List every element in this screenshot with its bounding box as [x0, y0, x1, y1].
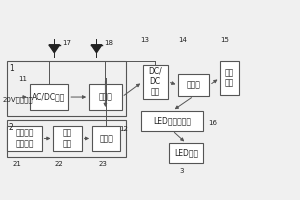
Text: 16: 16 — [208, 120, 217, 126]
Text: 20V交流市电: 20V交流市电 — [3, 97, 34, 103]
FancyBboxPatch shape — [30, 84, 68, 110]
FancyBboxPatch shape — [178, 74, 209, 96]
Text: 22: 22 — [54, 161, 63, 167]
Text: 15: 15 — [220, 37, 229, 43]
FancyBboxPatch shape — [142, 64, 168, 99]
Text: AC/DC模块: AC/DC模块 — [32, 93, 66, 102]
Text: 13: 13 — [140, 37, 149, 43]
Text: 隔电器: 隔电器 — [98, 93, 112, 102]
Text: 半导体温
差发电片: 半导体温 差发电片 — [15, 129, 34, 148]
Text: 单片机: 单片机 — [187, 81, 201, 90]
FancyBboxPatch shape — [89, 84, 122, 110]
Text: 11: 11 — [18, 76, 27, 82]
Text: LED灯体: LED灯体 — [174, 149, 199, 158]
Text: 无线
模块: 无线 模块 — [225, 68, 234, 88]
FancyBboxPatch shape — [53, 126, 82, 151]
Text: LED恒流源芯片: LED恒流源芯片 — [153, 116, 191, 125]
Text: 12: 12 — [119, 126, 128, 132]
FancyBboxPatch shape — [141, 111, 203, 131]
Text: 2: 2 — [9, 123, 14, 132]
Text: 14: 14 — [178, 37, 187, 43]
FancyBboxPatch shape — [220, 61, 239, 95]
Polygon shape — [49, 45, 60, 53]
FancyBboxPatch shape — [169, 143, 203, 163]
Polygon shape — [91, 45, 102, 53]
FancyBboxPatch shape — [7, 126, 41, 151]
Text: 锂电池: 锂电池 — [99, 134, 113, 143]
Text: DC/
DC
模块: DC/ DC 模块 — [148, 67, 162, 97]
FancyBboxPatch shape — [92, 126, 120, 151]
Text: 23: 23 — [99, 161, 108, 167]
Text: 21: 21 — [13, 161, 22, 167]
Text: 17: 17 — [62, 40, 71, 46]
Text: 18: 18 — [104, 40, 113, 46]
Text: 3: 3 — [180, 168, 184, 174]
Text: 充电
电路: 充电 电路 — [63, 129, 72, 148]
Text: 1: 1 — [9, 64, 14, 73]
